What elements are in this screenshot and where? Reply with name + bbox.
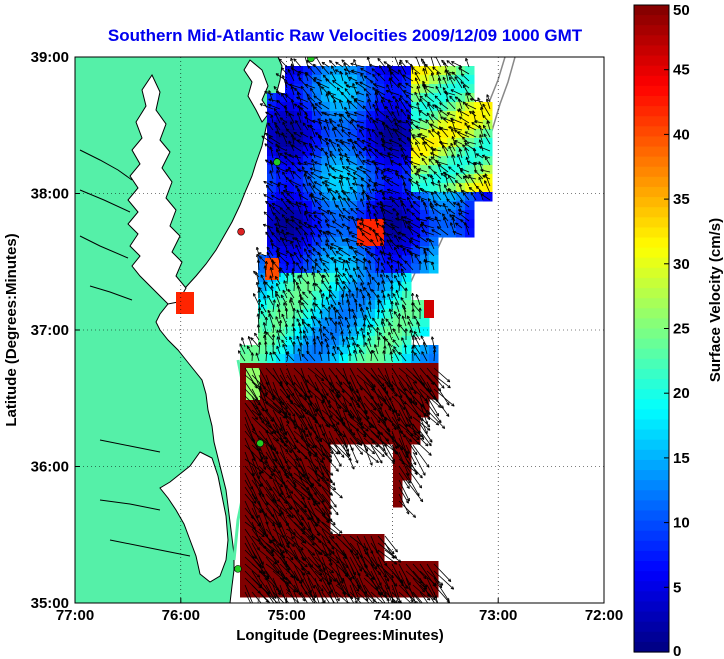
station-marker — [307, 57, 315, 63]
station-marker — [273, 158, 281, 166]
y-tick-label: 36:00 — [31, 459, 69, 476]
colorbar-tick-label: 50 — [673, 2, 690, 19]
land-mass — [75, 57, 283, 603]
colorbar-tick-label: 5 — [673, 579, 681, 596]
colorbar-label: Surface Velocity (cm/s) — [707, 218, 724, 382]
x-axis-ticks: 77:00 76:00 75:00 74:00 73:00 72:00 — [56, 598, 623, 624]
delaware-bay — [243, 59, 271, 123]
x-tick-label: 75:00 — [267, 607, 305, 624]
pamlico-sound — [159, 451, 229, 583]
x-tick-label: 73:00 — [479, 607, 517, 624]
x-tick-label: 72:00 — [585, 607, 623, 624]
colorbar-tick-label: 45 — [673, 62, 690, 79]
chesapeake-bay — [127, 73, 187, 305]
y-axis-ticks: 39:00 38:00 37:00 36:00 35:00 — [31, 49, 80, 612]
y-tick-label: 39:00 — [31, 49, 69, 66]
colorbar-tick-label: 35 — [673, 191, 690, 208]
y-axis-label: Latitude (Degrees:Minutes) — [3, 233, 20, 426]
velocity-vectors — [237, 57, 491, 603]
y-tick-label: 37:00 — [31, 322, 69, 339]
x-axis-label: Longitude (Degrees:Minutes) — [236, 627, 444, 644]
colorbar — [634, 5, 669, 653]
station-marker — [237, 227, 245, 236]
tributaries — [79, 149, 191, 557]
colorbar-tick-label: 15 — [673, 450, 690, 467]
x-tick-label: 77:00 — [56, 607, 94, 624]
station-marker — [256, 439, 264, 448]
grid-lines — [75, 57, 604, 603]
station-marker — [234, 565, 242, 573]
map-title: Southern Mid-Atlantic Raw Velocities 200… — [108, 26, 583, 45]
radar-stations — [234, 57, 315, 573]
colorbar-tick-label: 25 — [673, 321, 690, 338]
x-tick-label: 76:00 — [162, 607, 200, 624]
colorbar-tick-label: 40 — [673, 126, 690, 143]
colorbar-tick-label: 20 — [673, 385, 690, 402]
colorbar-tick-label: 30 — [673, 256, 690, 273]
y-tick-label: 38:00 — [31, 186, 69, 203]
x-tick-label: 74:00 — [373, 607, 411, 624]
colorbar-tick-label: 0 — [673, 643, 681, 659]
y-tick-label: 35:00 — [31, 595, 69, 612]
colorbar-tick-label: 10 — [673, 515, 690, 532]
